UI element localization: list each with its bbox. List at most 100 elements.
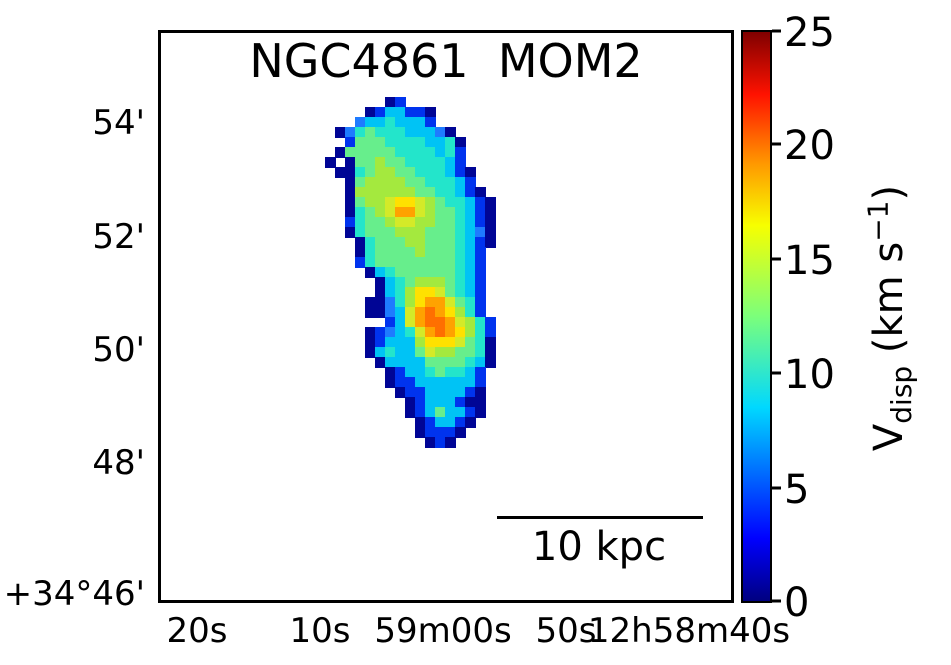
map-pixel	[395, 327, 406, 338]
map-pixel	[365, 187, 376, 198]
map-pixel	[475, 197, 486, 208]
map-pixel	[375, 227, 386, 238]
map-pixel	[415, 207, 426, 218]
map-pixel	[365, 147, 376, 158]
map-pixel	[425, 177, 436, 188]
map-pixel	[395, 127, 406, 138]
map-pixel	[405, 187, 416, 198]
map-pixel	[455, 347, 466, 358]
map-pixel	[345, 167, 356, 178]
map-pixel	[395, 97, 406, 108]
map-pixel	[415, 347, 426, 358]
map-pixel	[445, 317, 456, 328]
map-pixel	[375, 327, 386, 338]
map-pixel	[395, 247, 406, 258]
map-pixel	[425, 377, 436, 388]
map-pixel	[475, 257, 486, 268]
map-pixel	[375, 337, 386, 348]
map-pixel	[385, 247, 396, 258]
map-pixel	[465, 317, 476, 328]
map-pixel	[415, 187, 426, 198]
map-pixel	[485, 337, 496, 348]
map-pixel	[415, 147, 426, 158]
map-pixel	[475, 347, 486, 358]
map-pixel	[405, 407, 416, 418]
map-pixel	[465, 177, 476, 188]
map-pixel	[475, 187, 486, 198]
map-pixel	[425, 117, 436, 128]
map-pixel	[375, 217, 386, 228]
map-pixel	[425, 307, 436, 318]
map-pixel	[395, 297, 406, 308]
map-pixel	[395, 147, 406, 158]
map-pixel	[385, 277, 396, 288]
map-pixel	[395, 367, 406, 378]
map-pixel	[425, 357, 436, 368]
map-pixel	[465, 237, 476, 248]
map-pixel	[475, 297, 486, 308]
map-pixel	[485, 327, 496, 338]
map-pixel	[355, 127, 366, 138]
map-pixel	[415, 327, 426, 338]
map-pixel	[425, 247, 436, 258]
map-pixel	[475, 397, 486, 408]
map-pixel	[425, 277, 436, 288]
map-pixel	[335, 167, 346, 178]
map-pixel	[365, 267, 376, 278]
map-pixel	[405, 197, 416, 208]
map-pixel	[375, 117, 386, 128]
map-pixel	[465, 227, 476, 238]
map-pixel	[385, 117, 396, 128]
map-pixel	[435, 437, 446, 448]
map-pixel	[435, 177, 446, 188]
map-pixel	[395, 277, 406, 288]
map-pixel	[415, 137, 426, 148]
map-pixel	[455, 217, 466, 228]
map-pixel	[385, 357, 396, 368]
y-tick-label-54: 54'	[92, 103, 145, 143]
map-pixel	[455, 287, 466, 298]
map-pixel	[395, 357, 406, 368]
map-pixel	[405, 357, 416, 368]
map-pixel	[355, 157, 366, 168]
map-pixel	[425, 327, 436, 338]
map-pixel	[465, 277, 476, 288]
map-pixel	[405, 117, 416, 128]
colorbar-tick-15	[772, 257, 781, 261]
map-pixel	[345, 147, 356, 158]
map-pixel	[355, 237, 366, 248]
map-pixel	[365, 297, 376, 308]
map-pixel	[395, 187, 406, 198]
map-pixel	[435, 267, 446, 278]
map-pixel	[395, 337, 406, 348]
map-pixel	[475, 357, 486, 368]
map-pixel	[395, 167, 406, 178]
map-pixel	[355, 117, 366, 128]
colorbar-tick-label-25: 25	[784, 10, 835, 56]
map-pixel	[425, 217, 436, 228]
scalebar-line	[497, 516, 703, 519]
map-pixel	[465, 417, 476, 428]
map-pixel	[485, 207, 496, 218]
map-pixel	[405, 377, 416, 388]
map-pixel	[385, 287, 396, 298]
map-pixel	[415, 317, 426, 328]
map-pixel	[395, 207, 406, 218]
y-tick-label-46: +34°46'	[3, 574, 145, 614]
map-pixel	[345, 227, 356, 238]
map-pixel	[385, 317, 396, 328]
map-pixel	[445, 407, 456, 418]
map-pixel	[425, 387, 436, 398]
map-pixel	[395, 117, 406, 128]
map-pixel	[395, 227, 406, 238]
map-pixel	[375, 267, 386, 278]
map-pixel	[345, 157, 356, 168]
x-tick-label-50s: 50s	[535, 611, 597, 651]
map-pixel	[375, 277, 386, 288]
y-tick-label-50: 50'	[92, 330, 145, 370]
map-pixel	[385, 97, 396, 108]
map-pixel	[395, 217, 406, 228]
map-pixel	[395, 257, 406, 268]
map-pixel	[435, 257, 446, 268]
map-pixel	[365, 117, 376, 128]
